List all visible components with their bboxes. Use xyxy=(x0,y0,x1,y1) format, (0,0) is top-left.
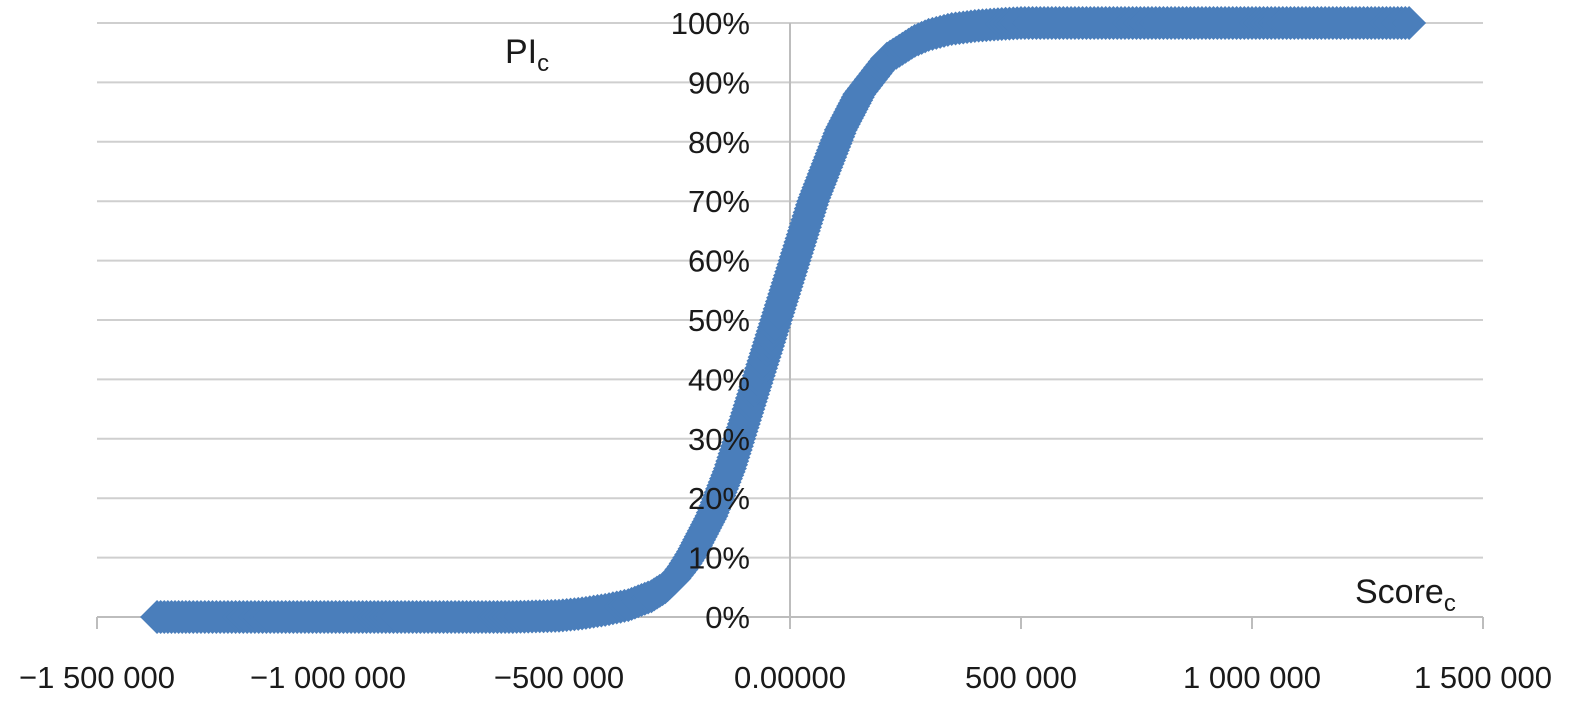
x-tick-label-1: −1 000 000 xyxy=(250,660,406,695)
y-axis-title: PIc xyxy=(505,33,549,77)
data-markers xyxy=(140,6,1427,634)
y-axis-title-main: PI xyxy=(505,33,537,71)
y-tick-label-5: 50% xyxy=(688,303,750,338)
x-tick-label-0: −1 500 000 xyxy=(19,660,175,695)
y-tick-label-7: 70% xyxy=(688,184,750,219)
x-axis-title-sub: c xyxy=(1444,590,1456,617)
y-tick-label-3: 30% xyxy=(688,422,750,457)
x-tick-label-3: 0.00000 xyxy=(734,660,846,695)
x-axis-title-main: Score xyxy=(1355,573,1444,611)
y-tick-label-9: 90% xyxy=(688,65,750,100)
data-point-429 xyxy=(1392,6,1427,40)
x-axis-title: Scorec xyxy=(1355,573,1456,617)
y-axis-title-sub: c xyxy=(537,50,549,77)
x-tick-label-6: 1 500 000 xyxy=(1414,660,1552,695)
y-tick-label-2: 20% xyxy=(688,481,750,516)
y-tick-label-6: 60% xyxy=(688,244,750,279)
y-tick-labels: 0% 10% 20% 30% 40% 50% 60% 70% 80% 90% 100% xyxy=(671,6,750,635)
y-tick-label-10: 100% xyxy=(671,6,750,41)
x-tick-label-5: 1 000 000 xyxy=(1183,660,1321,695)
y-tick-label-0: 0% xyxy=(705,600,750,635)
y-tick-label-4: 40% xyxy=(688,362,750,397)
x-ticks: −1 500 000 −1 000 000 −500 000 0.00000 500 0… xyxy=(19,617,1552,695)
y-tick-label-8: 80% xyxy=(688,125,750,160)
x-tick-label-2: −500 000 xyxy=(494,660,624,695)
x-tick-label-4: 500 000 xyxy=(965,660,1077,695)
y-tick-label-1: 10% xyxy=(688,541,750,576)
